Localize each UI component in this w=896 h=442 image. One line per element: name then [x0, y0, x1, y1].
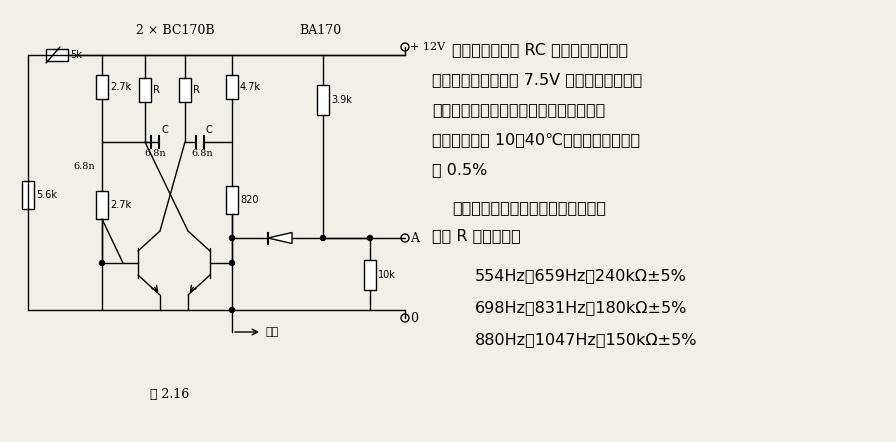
Text: C: C: [161, 125, 168, 135]
FancyBboxPatch shape: [364, 260, 376, 290]
Text: 电路中包括两个 RC 电路，其値大小决: 电路中包括两个 RC 电路，其値大小决: [452, 42, 628, 57]
Circle shape: [229, 236, 235, 240]
FancyBboxPatch shape: [46, 49, 68, 61]
Text: 2 × BC170B: 2 × BC170B: [135, 23, 214, 37]
Text: A: A: [410, 232, 419, 244]
Text: 554Hz～659Hz：240kΩ±5%: 554Hz～659Hz：240kΩ±5%: [475, 268, 687, 283]
Text: 10k: 10k: [378, 270, 396, 280]
Text: 0: 0: [410, 312, 418, 324]
Text: R: R: [153, 85, 159, 95]
Text: 2.7k: 2.7k: [110, 82, 131, 92]
Circle shape: [99, 260, 105, 266]
FancyBboxPatch shape: [96, 75, 108, 99]
Text: 定振荡频率。输出约 7.5V 的矩形波电压。采: 定振荡频率。输出约 7.5V 的矩形波电压。采: [432, 72, 642, 87]
Text: 电阵 R 数値分别为: 电阵 R 数値分别为: [432, 228, 521, 243]
Text: 3.9k: 3.9k: [331, 95, 352, 105]
FancyBboxPatch shape: [226, 186, 238, 214]
Text: 度变化范围为 10～40℃情况下频率偏差小: 度变化范围为 10～40℃情况下频率偏差小: [432, 132, 640, 147]
FancyBboxPatch shape: [22, 181, 34, 209]
Text: 用金属化聚碳酸酯薄膜电容可以保证在温: 用金属化聚碳酸酯薄膜电容可以保证在温: [432, 102, 606, 117]
Text: 6.8n: 6.8n: [191, 149, 213, 158]
FancyBboxPatch shape: [226, 75, 238, 99]
FancyBboxPatch shape: [139, 78, 151, 102]
Text: 6.8n: 6.8n: [73, 162, 95, 171]
Text: C: C: [206, 125, 212, 135]
Circle shape: [229, 308, 235, 312]
Text: 4.7k: 4.7k: [240, 82, 261, 92]
Text: 于 0.5%: 于 0.5%: [432, 162, 487, 177]
Text: 5.6k: 5.6k: [36, 190, 57, 200]
Text: 5k: 5k: [70, 50, 82, 60]
FancyBboxPatch shape: [317, 85, 329, 115]
Circle shape: [229, 260, 235, 266]
FancyBboxPatch shape: [96, 191, 108, 219]
Text: + 12V: + 12V: [410, 42, 445, 52]
Text: 图 2.16: 图 2.16: [151, 389, 190, 401]
Polygon shape: [268, 232, 292, 244]
Text: R: R: [193, 85, 200, 95]
FancyBboxPatch shape: [179, 78, 191, 102]
Text: 6.8n: 6.8n: [144, 149, 166, 158]
Circle shape: [367, 236, 373, 240]
Text: BA170: BA170: [299, 23, 341, 37]
Text: 880Hz～1047Hz：150kΩ±5%: 880Hz～1047Hz：150kΩ±5%: [475, 332, 697, 347]
Text: 一个倍频程的十二个振荡器所选择的: 一个倍频程的十二个振荡器所选择的: [452, 200, 606, 215]
Text: 820: 820: [240, 195, 259, 205]
Text: 输出: 输出: [265, 327, 279, 337]
Text: 2.7k: 2.7k: [110, 200, 131, 210]
Text: 698Hz～831Hz：180kΩ±5%: 698Hz～831Hz：180kΩ±5%: [475, 300, 687, 315]
Circle shape: [321, 236, 325, 240]
